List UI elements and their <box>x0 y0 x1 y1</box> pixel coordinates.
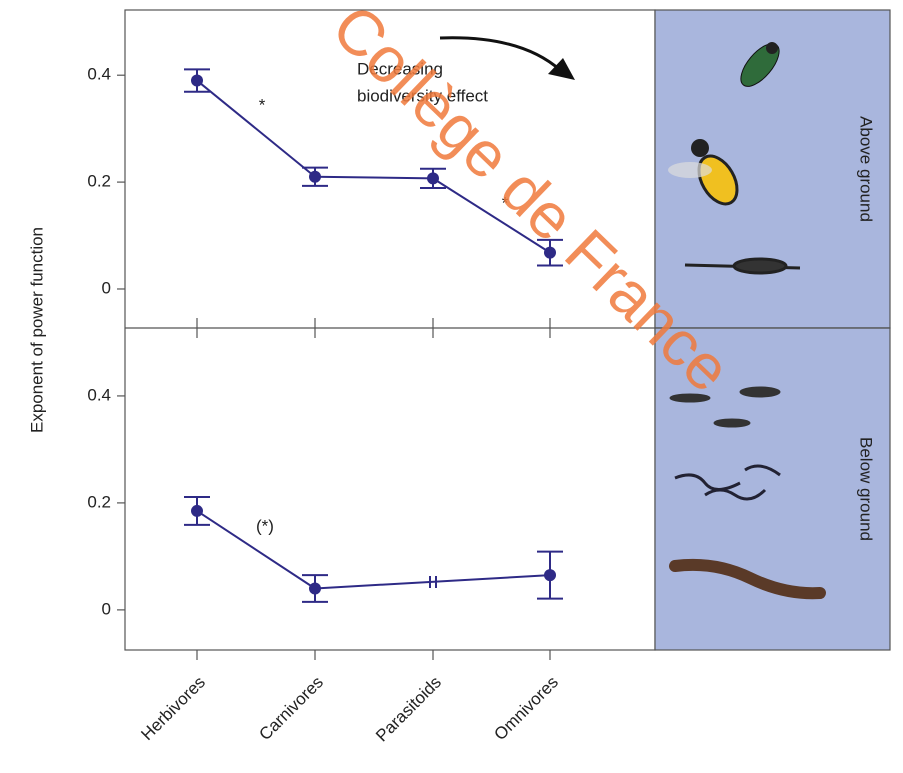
ichneumon-icon <box>684 257 801 275</box>
nematodes-icon <box>674 464 781 501</box>
mites-icon <box>669 386 781 428</box>
beetle-icon <box>740 42 780 87</box>
x-tick-label: Herbivores <box>137 673 209 745</box>
y-tick-label: 0.4 <box>87 385 111 404</box>
series-line <box>196 510 316 590</box>
data-point <box>191 504 203 517</box>
significance-mark: * <box>502 193 509 212</box>
series-line <box>314 175 434 180</box>
panel-label: Below ground <box>857 437 876 541</box>
x-tick-label: Parasitoids <box>372 673 445 746</box>
annotation: biodiversity effect <box>357 86 488 105</box>
y-tick-label: 0.2 <box>87 492 111 511</box>
series-line <box>196 79 316 178</box>
y-axis-label: Exponent of power function <box>27 227 46 433</box>
y-tick-label: 0.4 <box>87 65 111 84</box>
y-tick-label: 0.2 <box>87 172 111 191</box>
y-tick-label: 0 <box>102 278 111 297</box>
panel-label: Above ground <box>857 116 876 222</box>
significance-mark: * <box>259 95 266 114</box>
x-tick-label: Carnivores <box>255 673 327 745</box>
data-point <box>309 170 321 183</box>
data-point <box>309 582 321 595</box>
plot-frame <box>124 9 656 651</box>
data-point <box>191 74 203 87</box>
x-tick-label: Omnivores <box>490 673 562 745</box>
series-line <box>432 177 551 254</box>
wasp-icon <box>668 139 739 206</box>
earthworm-icon <box>669 558 826 600</box>
y-tick-label: 0 <box>102 599 111 618</box>
annotation: Decreasing <box>357 59 443 78</box>
arrow-head <box>548 58 575 80</box>
series-line <box>314 574 551 590</box>
arrow <box>439 36 561 72</box>
significance-mark: (*) <box>256 516 274 535</box>
data-point <box>544 569 556 582</box>
data-point <box>544 246 556 259</box>
data-point <box>427 172 439 185</box>
